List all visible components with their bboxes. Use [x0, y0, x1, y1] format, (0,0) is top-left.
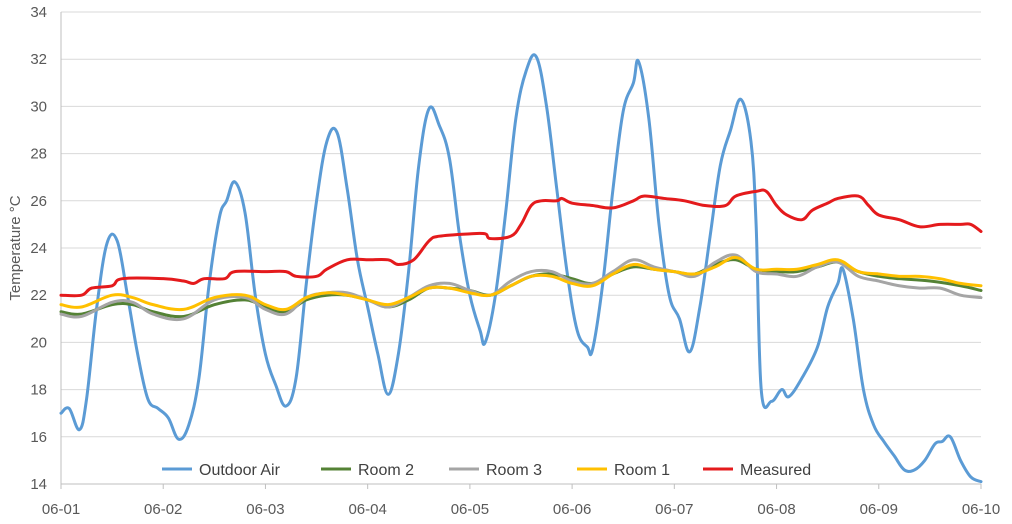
- y-tick-label: 34: [30, 4, 47, 21]
- y-tick-label: 30: [30, 98, 47, 115]
- legend-item-measured: Measured: [703, 462, 811, 479]
- y-tick-label: 24: [30, 240, 47, 257]
- x-tick-label: 06-04: [348, 501, 386, 518]
- y-tick-label: 16: [30, 429, 47, 446]
- y-tick-label: 26: [30, 193, 47, 210]
- x-tick-label: 06-08: [757, 501, 795, 518]
- y-tick-label: 28: [30, 146, 47, 163]
- y-tick-label: 20: [30, 334, 47, 351]
- y-tick-label: 18: [30, 382, 47, 399]
- y-tick-label: 22: [30, 287, 47, 304]
- x-tick-label: 06-06: [553, 501, 591, 518]
- x-tick-label: 06-02: [144, 501, 182, 518]
- legend-item-outdoor-air: Outdoor Air: [162, 462, 281, 479]
- x-tick-labels: 06-01 06-02 06-03 06-04 06-05 06-06 06-07 06-08…: [42, 501, 1000, 518]
- series-line-outdoor-air: [59, 53, 983, 484]
- y-tick-label: 32: [30, 51, 47, 68]
- y-tick-labels: 14 16 18 20 22 24 26 28 30 32 34: [30, 4, 47, 493]
- axes: [60, 12, 982, 489]
- series-line-room-3: [59, 253, 983, 322]
- legend-label-room-3: Room 3: [486, 462, 542, 479]
- y-tick-label: 14: [30, 476, 47, 493]
- series-line-measured: [59, 188, 983, 298]
- series-line-room-1: [59, 255, 983, 312]
- legend-label-measured: Measured: [740, 462, 811, 479]
- x-tick-label: 06-05: [451, 501, 489, 518]
- legend: Outdoor Air Room 2 Room 3 Room 1 Measured: [162, 462, 811, 479]
- legend-label-room-2: Room 2: [358, 462, 414, 479]
- gridlines: [61, 11, 981, 438]
- x-tick-label: 06-09: [860, 501, 898, 518]
- x-tick-label: 06-01: [42, 501, 80, 518]
- x-tick-label: 06-07: [655, 501, 693, 518]
- x-tick-label: 06-10: [962, 501, 1000, 518]
- x-tick-label: 06-03: [246, 501, 284, 518]
- legend-item-room-3: Room 3: [449, 462, 542, 479]
- legend-label-room-1: Room 1: [614, 462, 670, 479]
- legend-item-room-2: Room 2: [321, 462, 414, 479]
- legend-item-room-1: Room 1: [577, 462, 670, 479]
- legend-label-outdoor-air: Outdoor Air: [199, 462, 281, 479]
- y-axis-title: Temperature °C: [7, 195, 24, 300]
- series-lines: [59, 53, 983, 484]
